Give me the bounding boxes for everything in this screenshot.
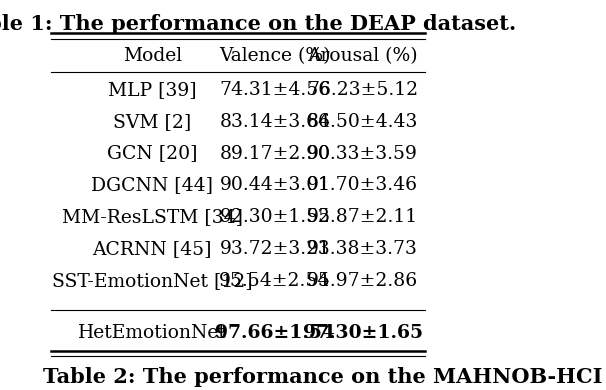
- Text: 84.50±4.43: 84.50±4.43: [307, 113, 418, 131]
- Text: 89.17±2.90: 89.17±2.90: [219, 145, 330, 163]
- Text: SST-EmotionNet [12]: SST-EmotionNet [12]: [52, 272, 253, 290]
- Text: 92.87±2.11: 92.87±2.11: [307, 208, 418, 227]
- Text: 83.14±3.66: 83.14±3.66: [219, 113, 330, 131]
- Text: 76.23±5.12: 76.23±5.12: [307, 81, 418, 99]
- Text: GCN [20]: GCN [20]: [107, 145, 198, 163]
- Text: ACRNN [45]: ACRNN [45]: [93, 240, 212, 258]
- Text: 91.70±3.46: 91.70±3.46: [307, 176, 418, 195]
- Text: Valence (%): Valence (%): [219, 48, 331, 66]
- Text: 74.31±4.56: 74.31±4.56: [219, 81, 330, 99]
- Text: MM-ResLSTM [34]: MM-ResLSTM [34]: [62, 208, 243, 227]
- Text: 93.38±3.73: 93.38±3.73: [307, 240, 418, 258]
- Text: Model: Model: [123, 48, 182, 66]
- Text: 97.30±1.65: 97.30±1.65: [302, 324, 422, 342]
- Text: MLP [39]: MLP [39]: [108, 81, 196, 99]
- Text: HetEmotionNet: HetEmotionNet: [78, 324, 227, 342]
- Text: 93.72±3.21: 93.72±3.21: [219, 240, 330, 258]
- Text: Table 1: The performance on the DEAP dataset.: Table 1: The performance on the DEAP dat…: [0, 14, 516, 34]
- Text: Table 2: The performance on the MAHNOB-HCI datase: Table 2: The performance on the MAHNOB-H…: [43, 367, 606, 387]
- Text: 97.66±1.54: 97.66±1.54: [215, 324, 335, 342]
- Text: 90.33±3.59: 90.33±3.59: [307, 145, 418, 163]
- Text: 95.97±2.86: 95.97±2.86: [307, 272, 418, 290]
- Text: DGCNN [44]: DGCNN [44]: [92, 176, 213, 195]
- Text: 92.30±1.55: 92.30±1.55: [219, 208, 330, 227]
- Text: 95.54±2.54: 95.54±2.54: [219, 272, 331, 290]
- Text: 90.44±3.01: 90.44±3.01: [219, 176, 330, 195]
- Text: SVM [2]: SVM [2]: [113, 113, 191, 131]
- Text: Arousal (%): Arousal (%): [307, 48, 418, 66]
